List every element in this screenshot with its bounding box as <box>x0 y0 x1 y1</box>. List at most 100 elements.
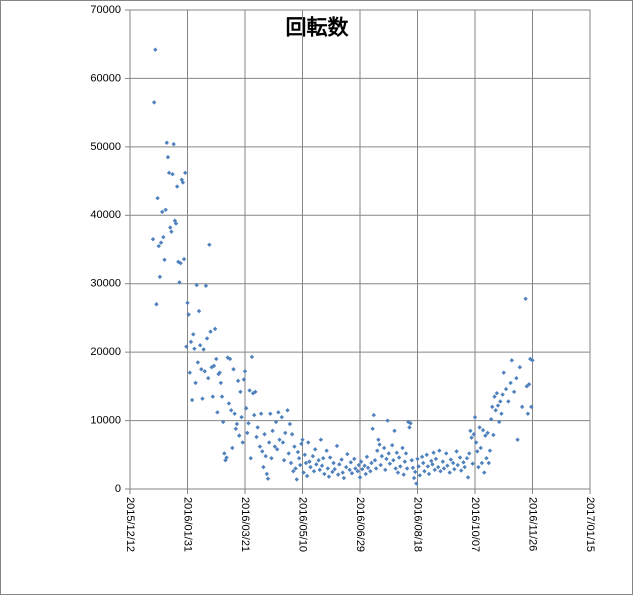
point <box>217 370 222 375</box>
point <box>347 467 352 473</box>
point <box>425 464 431 469</box>
point <box>281 458 287 463</box>
point <box>473 440 479 445</box>
point <box>307 459 312 464</box>
point <box>193 380 198 386</box>
point <box>168 225 173 230</box>
point <box>494 391 500 396</box>
point <box>321 456 326 461</box>
point <box>488 417 494 422</box>
point <box>181 256 187 262</box>
point <box>218 380 224 386</box>
point <box>404 466 410 471</box>
point <box>163 207 168 213</box>
point <box>501 370 506 375</box>
point <box>184 344 189 349</box>
point <box>229 408 234 413</box>
point <box>344 464 349 470</box>
point <box>487 448 493 453</box>
point <box>230 445 235 451</box>
point <box>277 437 282 442</box>
point <box>402 459 408 464</box>
point <box>353 466 358 471</box>
point <box>445 463 450 468</box>
point <box>470 461 475 466</box>
point <box>356 462 362 468</box>
x-tick-label: 2015/12/12 <box>124 497 136 552</box>
point <box>265 476 271 481</box>
point <box>210 394 215 399</box>
point <box>490 404 495 410</box>
point <box>310 453 316 459</box>
y-tick-label: 20000 <box>90 346 121 358</box>
x-tick-label: 2016/08/18 <box>412 497 424 552</box>
point <box>421 460 426 466</box>
point <box>362 463 367 468</box>
point <box>485 430 490 436</box>
point <box>200 396 205 401</box>
point <box>243 406 249 411</box>
point <box>166 170 172 176</box>
point <box>306 440 311 445</box>
point <box>529 404 534 410</box>
point <box>373 466 379 471</box>
point <box>153 47 158 52</box>
point <box>392 428 397 434</box>
point <box>410 465 416 470</box>
point <box>448 457 454 462</box>
point <box>331 460 336 466</box>
point <box>212 326 218 332</box>
point <box>417 473 422 478</box>
y-tick-label: 50000 <box>90 141 121 153</box>
point <box>197 343 203 348</box>
point <box>263 453 268 459</box>
point <box>260 449 265 454</box>
point <box>308 464 313 470</box>
point <box>234 421 240 427</box>
point <box>479 460 485 466</box>
point <box>335 472 341 477</box>
point <box>476 464 481 470</box>
point <box>369 460 374 466</box>
point <box>441 466 447 471</box>
point <box>379 453 385 459</box>
point <box>287 421 293 427</box>
point <box>288 460 294 466</box>
point <box>257 444 263 449</box>
point <box>384 456 389 462</box>
point <box>433 456 439 462</box>
point <box>411 475 417 481</box>
point <box>357 475 363 480</box>
point <box>258 411 264 416</box>
point <box>174 184 180 189</box>
point <box>478 445 483 451</box>
point <box>455 462 460 468</box>
point <box>239 414 244 420</box>
point <box>293 466 298 471</box>
point <box>422 469 427 474</box>
point <box>390 443 395 448</box>
point <box>241 377 247 382</box>
point <box>480 427 486 433</box>
point <box>477 425 482 430</box>
point <box>253 389 258 395</box>
point <box>283 430 288 436</box>
point <box>292 444 297 449</box>
point <box>526 382 532 387</box>
point <box>268 411 273 416</box>
point <box>355 469 360 474</box>
point <box>226 401 232 406</box>
point <box>188 339 194 345</box>
point <box>286 451 291 456</box>
point <box>381 445 387 451</box>
point <box>465 475 471 480</box>
point <box>491 432 496 438</box>
point <box>161 234 166 240</box>
point <box>296 456 302 461</box>
point <box>196 308 202 314</box>
chart-title: 回転数 <box>286 16 350 40</box>
point <box>467 451 472 456</box>
x-tick-label: 2016/10/07 <box>469 497 481 552</box>
point <box>180 180 186 185</box>
